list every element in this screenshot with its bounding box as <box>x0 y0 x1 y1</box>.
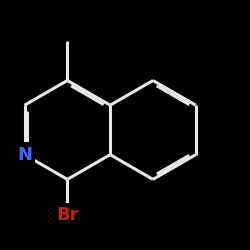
Text: Br: Br <box>56 206 78 224</box>
Text: N: N <box>17 146 32 164</box>
